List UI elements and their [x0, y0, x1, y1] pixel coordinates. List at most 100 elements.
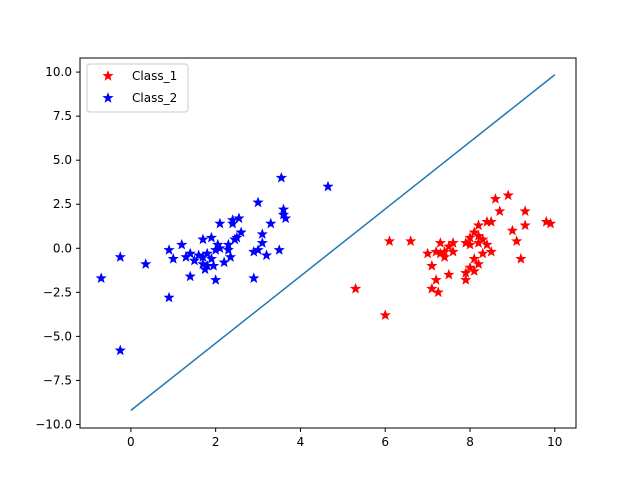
x-tick-label: 4	[297, 435, 305, 449]
data-point	[477, 233, 489, 245]
data-point	[163, 244, 175, 255]
data-point	[426, 282, 438, 294]
data-point	[222, 244, 234, 255]
data-point	[447, 237, 459, 248]
data-point	[434, 237, 446, 248]
data-point	[519, 205, 531, 217]
data-point	[280, 212, 292, 224]
x-tick-label: 0	[127, 435, 135, 449]
data-point	[544, 217, 557, 229]
legend-label: Class_2	[132, 91, 177, 105]
data-point	[277, 203, 290, 215]
data-point	[426, 260, 438, 271]
data-point	[481, 238, 493, 250]
data-point	[252, 244, 264, 255]
data-point	[265, 217, 277, 229]
data-point	[214, 242, 226, 254]
data-point	[439, 251, 451, 262]
data-point	[224, 251, 237, 262]
data-point	[349, 282, 362, 294]
data-point	[201, 247, 213, 259]
x-tick-label: 6	[381, 435, 389, 449]
data-point	[472, 219, 485, 231]
data-point	[383, 235, 396, 246]
data-point	[114, 251, 126, 262]
y-tick-label: −10.0	[35, 417, 72, 431]
data-point	[163, 291, 175, 303]
data-point	[494, 205, 506, 217]
decision-boundary-line	[130, 74, 556, 411]
data-point	[443, 268, 455, 280]
data-point	[184, 270, 196, 282]
y-tick-label: 7.5	[53, 109, 72, 123]
data-point	[114, 344, 126, 356]
data-point	[205, 231, 217, 243]
data-point	[405, 235, 417, 246]
data-point	[231, 231, 243, 243]
data-point	[205, 253, 217, 264]
y-tick-label: −2.5	[43, 285, 72, 299]
series-class-1	[349, 189, 557, 320]
data-point	[379, 309, 391, 320]
data-point	[502, 189, 514, 201]
data-point	[430, 274, 442, 285]
data-point	[472, 258, 485, 269]
data-point	[515, 253, 527, 264]
data-point	[489, 193, 502, 204]
legend-entry: Class_1	[102, 69, 177, 83]
legend-marker	[102, 92, 114, 103]
decision-line-layer	[130, 74, 556, 411]
plot-frame	[79, 57, 577, 429]
data-point	[167, 253, 179, 264]
data-point	[140, 258, 152, 269]
data-point	[460, 274, 472, 285]
data-point	[477, 247, 489, 259]
data-point	[432, 286, 444, 298]
data-point	[485, 216, 497, 227]
data-point	[235, 226, 247, 238]
data-point	[248, 272, 260, 283]
y-axis: −10.0 −7.5 −5.0 −2.5 0.0 2.5 5.0 7.5 10.0	[35, 65, 80, 431]
legend-label: Class_1	[132, 69, 177, 83]
data-point	[252, 196, 264, 208]
data-point	[464, 238, 476, 250]
data-point	[485, 245, 497, 257]
data-point	[207, 260, 220, 271]
data-point	[422, 247, 434, 259]
data-point	[447, 245, 459, 257]
y-tick-label: −7.5	[43, 373, 72, 387]
data-point	[506, 224, 518, 236]
series-class-2	[95, 171, 334, 356]
data-point	[322, 180, 334, 192]
y-tick-label: 5.0	[53, 153, 72, 167]
y-tick-label: −5.0	[43, 329, 72, 343]
data-point	[468, 253, 480, 264]
data-point	[184, 247, 196, 259]
x-tick-label: 8	[466, 435, 474, 449]
data-point	[256, 228, 268, 239]
legend-entries: Class_1 Class_2	[102, 69, 177, 105]
data-point	[256, 237, 268, 248]
legend: Class_1 Class_2	[86, 63, 189, 113]
data-point	[273, 244, 285, 255]
data-point	[188, 254, 201, 266]
data-point	[176, 238, 188, 250]
data-point	[214, 217, 226, 229]
data-point	[95, 272, 107, 283]
x-tick-label: 10	[547, 435, 562, 449]
data-point	[468, 265, 480, 276]
data-point	[210, 274, 222, 285]
x-tick-label: 2	[212, 435, 220, 449]
data-point	[511, 235, 523, 246]
data-point	[275, 171, 287, 183]
y-tick-label: 2.5	[53, 197, 72, 211]
data-point	[260, 249, 273, 261]
legend-marker	[102, 70, 114, 81]
points-layer	[95, 171, 557, 356]
x-axis: 0 2 4 6 8 10	[127, 428, 562, 449]
legend-entry: Class_2	[102, 91, 177, 105]
legend-box	[86, 63, 189, 113]
plot-area	[80, 58, 576, 428]
data-point	[519, 219, 531, 231]
